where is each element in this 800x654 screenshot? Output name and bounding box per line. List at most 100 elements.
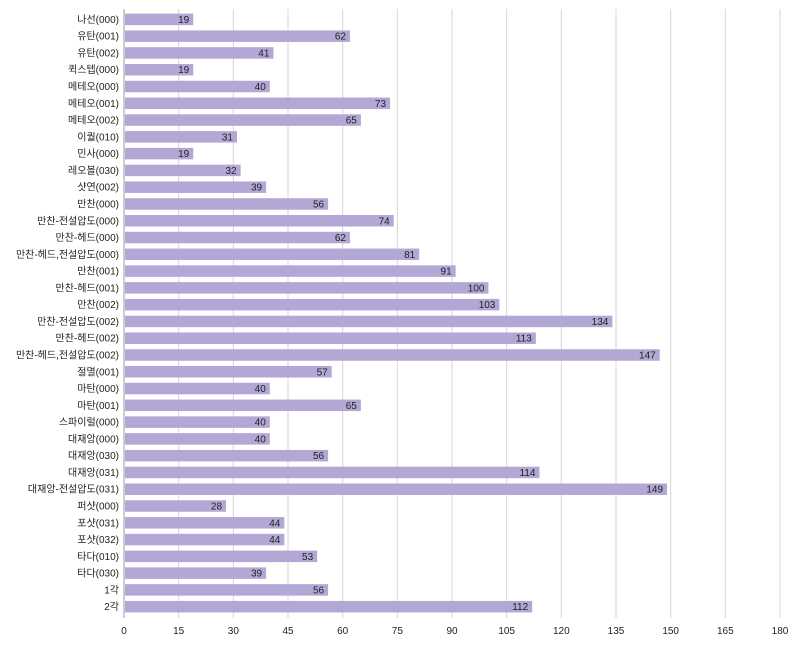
x-tick-label: 150 bbox=[662, 626, 679, 637]
bar bbox=[125, 366, 332, 378]
bar bbox=[125, 500, 227, 512]
bar-layer bbox=[125, 13, 668, 613]
bar-value-label: 28 bbox=[211, 502, 223, 513]
bar-value-label: 56 bbox=[313, 451, 325, 462]
bar bbox=[125, 198, 329, 210]
category-label: 만찬-헤드,전설압도(000) bbox=[16, 248, 119, 261]
bar bbox=[125, 215, 394, 227]
x-tick-label: 30 bbox=[228, 626, 240, 637]
bar-value-label: 65 bbox=[346, 401, 358, 412]
bar-value-label: 53 bbox=[302, 552, 314, 563]
category-label: 만찬-헤드(002) bbox=[56, 333, 119, 345]
bar bbox=[125, 248, 420, 261]
bar-value-label: 100 bbox=[468, 283, 485, 294]
bar bbox=[125, 181, 267, 193]
bar bbox=[125, 80, 270, 93]
bar bbox=[125, 147, 194, 160]
category-label: 대재앙-전설압도(031) bbox=[28, 483, 119, 496]
bar bbox=[125, 584, 329, 596]
bar bbox=[125, 282, 489, 294]
x-tick-label: 90 bbox=[446, 626, 458, 637]
bar bbox=[125, 349, 660, 361]
x-tick-label: 180 bbox=[772, 626, 789, 637]
category-label: 메테오(000) bbox=[68, 81, 119, 93]
bar-value-label: 32 bbox=[225, 166, 237, 177]
x-tick-label: 120 bbox=[553, 626, 570, 637]
bar bbox=[125, 600, 533, 613]
category-label: 대재앙(000) bbox=[68, 433, 119, 445]
bar bbox=[125, 332, 536, 344]
bar-value-label: 113 bbox=[516, 334, 532, 345]
category-label: 1각 bbox=[104, 584, 119, 596]
bar bbox=[125, 449, 329, 462]
bar bbox=[125, 231, 350, 244]
category-label: 절멸(001) bbox=[77, 365, 119, 378]
category-label: 스파이럴(000) bbox=[59, 416, 119, 429]
category-label: 마탄(000) bbox=[77, 383, 119, 395]
bar-value-label: 147 bbox=[639, 350, 656, 361]
x-tick-label: 0 bbox=[121, 626, 127, 637]
category-label: 메테오(001) bbox=[68, 98, 119, 110]
category-label: 타다(010) bbox=[77, 551, 119, 563]
bar bbox=[125, 567, 267, 579]
category-label: 만찬(001) bbox=[77, 266, 119, 278]
bar-value-label: 39 bbox=[251, 183, 263, 194]
x-tick-label: 15 bbox=[173, 626, 185, 637]
category-label: 만찬(002) bbox=[77, 299, 119, 311]
category-label: 만찬-전설압도(002) bbox=[37, 315, 119, 328]
category-label: 만찬(000) bbox=[77, 198, 119, 210]
bar-value-label: 40 bbox=[255, 384, 267, 395]
bar-value-label: 134 bbox=[592, 317, 609, 328]
bar bbox=[125, 164, 241, 177]
category-label: 타다(030) bbox=[77, 568, 119, 580]
bar bbox=[125, 315, 613, 328]
bar-value-label: 56 bbox=[313, 199, 325, 210]
bar bbox=[125, 63, 194, 76]
category-label: 유탄(002) bbox=[77, 47, 119, 59]
bar-value-label: 73 bbox=[375, 99, 387, 110]
bar-value-label: 103 bbox=[479, 300, 496, 311]
bar-value-label: 91 bbox=[441, 267, 453, 278]
category-label: 대재앙(031) bbox=[68, 467, 119, 479]
bar-value-label: 41 bbox=[258, 48, 270, 59]
x-tick-label: 45 bbox=[282, 626, 294, 637]
bar-value-label: 81 bbox=[404, 250, 416, 261]
x-tick-label: 75 bbox=[392, 626, 404, 637]
bar-value-label: 40 bbox=[255, 82, 267, 93]
grid-layer bbox=[123, 9, 781, 618]
category-label: 만찬-헤드(000) bbox=[56, 232, 119, 244]
x-tick-label: 60 bbox=[337, 626, 349, 637]
bar-value-label: 19 bbox=[178, 15, 190, 26]
category-labels: 나선(000) 유탄(001) 유탄(002) 퀵스텝(000) 메테오(000) 메테오… bbox=[16, 14, 119, 613]
category-label: 이퀄(010) bbox=[77, 131, 119, 143]
category-label: 마탄(001) bbox=[77, 400, 119, 412]
category-label: 민사(000) bbox=[77, 148, 119, 160]
category-label: 만찬-헤드,전설압도(002) bbox=[16, 348, 119, 361]
category-label: 만찬-헤드(001) bbox=[56, 282, 119, 294]
bar-value-label: 56 bbox=[313, 585, 325, 596]
x-axis-ticks: 0 15 30 45 60 75 90 105 120 135 150 165 180 bbox=[121, 626, 789, 637]
category-label: 만찬-전설압도(000) bbox=[37, 214, 119, 227]
category-label: 포샷(031) bbox=[77, 517, 119, 529]
bar bbox=[125, 298, 500, 311]
bar-value-label: 40 bbox=[255, 434, 267, 445]
x-tick-label: 135 bbox=[608, 626, 625, 637]
category-label: 유탄(001) bbox=[77, 31, 119, 43]
bar bbox=[125, 13, 194, 26]
category-label: 퍼샷(000) bbox=[77, 501, 119, 513]
bar bbox=[125, 533, 285, 546]
bar bbox=[125, 131, 237, 143]
bar-value-label: 39 bbox=[251, 569, 263, 580]
bar-value-label: 19 bbox=[178, 65, 190, 76]
bar-value-label: 112 bbox=[512, 602, 528, 613]
x-tick-label: 105 bbox=[498, 626, 515, 637]
bar-value-label: 114 bbox=[520, 468, 536, 479]
bar-value-label: 57 bbox=[317, 367, 329, 378]
bar bbox=[125, 97, 391, 110]
bar bbox=[125, 550, 318, 563]
category-label: 나선(000) bbox=[77, 14, 119, 26]
bar bbox=[125, 47, 274, 59]
bar-value-label: 44 bbox=[269, 518, 281, 529]
bar-value-label: 31 bbox=[222, 132, 234, 143]
